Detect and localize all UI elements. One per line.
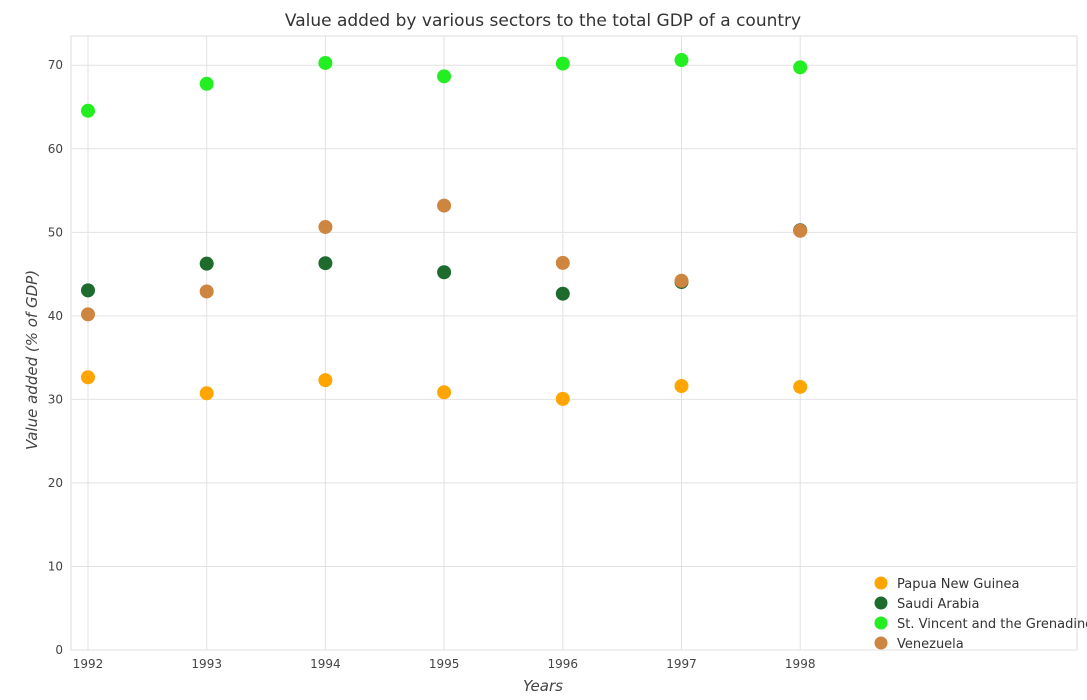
data-point-series-0	[199, 386, 214, 401]
legend-marker	[874, 636, 888, 650]
y-tick-label: 60	[48, 142, 63, 156]
data-point-series-2	[437, 69, 452, 84]
x-axis-label: Years	[523, 677, 563, 695]
y-tick-label: 0	[55, 643, 63, 657]
y-tick-label: 70	[48, 58, 63, 72]
data-point-series-2	[793, 60, 808, 75]
data-point-series-1	[555, 286, 570, 301]
x-tick-label: 1997	[666, 657, 697, 671]
data-point-series-1	[318, 256, 333, 271]
data-point-series-3	[555, 255, 570, 270]
data-point-series-0	[81, 370, 95, 385]
data-point-series-2	[199, 76, 214, 91]
y-ticks: 0 10 20 30 40 50 60 70	[48, 58, 63, 657]
y-axis-label: Value added (% of GDP)	[23, 270, 41, 450]
y-tick-label: 50	[48, 225, 63, 239]
plot-frame	[70, 35, 1078, 651]
data-point-series-2	[674, 53, 689, 68]
legend-label: Venezuela	[897, 637, 964, 652]
data-point-series-1	[81, 283, 95, 298]
data-point-series-3	[674, 273, 689, 288]
x-tick-label: 1992	[73, 657, 104, 671]
legend-marker	[874, 576, 888, 590]
x-tick-label: 1993	[191, 657, 222, 671]
x-tick-label: 1994	[310, 657, 341, 671]
data-point-series-2	[555, 56, 570, 71]
legend-label: Papua New Guinea	[897, 577, 1019, 592]
data-point-series-1	[437, 265, 452, 280]
y-tick-label: 40	[48, 309, 63, 323]
legend-marker	[874, 596, 888, 610]
data-point-series-3	[199, 284, 214, 299]
data-point-series-0	[674, 379, 689, 394]
data-point-series-0	[437, 385, 452, 400]
legend-label: St. Vincent and the Grenadines	[897, 617, 1087, 632]
data-point-series-0	[793, 379, 808, 394]
grid	[70, 35, 1078, 651]
data-point-series-3	[437, 198, 452, 213]
x-tick-label: 1995	[429, 657, 460, 671]
data-point-series-0	[318, 373, 333, 388]
y-tick-label: 10	[48, 559, 63, 573]
x-tick-label: 1998	[785, 657, 816, 671]
data-point-series-3	[81, 307, 95, 322]
data-point-series-3	[318, 219, 333, 234]
x-tick-label: 1996	[548, 657, 579, 671]
x-ticks: 1992 1993 1994 1995 1996 1997 1998	[73, 657, 816, 671]
data-point-series-0	[555, 391, 570, 406]
legend: Papua New Guinea Saudi Arabia St. Vincent …	[874, 576, 1087, 652]
chart-title: Value added by various sectors to the to…	[285, 11, 801, 31]
y-tick-label: 30	[48, 392, 63, 406]
data-point-series-2	[318, 55, 333, 70]
data-point-series-3	[793, 223, 808, 238]
legend-marker	[874, 616, 888, 630]
y-tick-label: 20	[48, 476, 63, 490]
data-point-series-2	[81, 103, 95, 118]
data-points	[81, 53, 808, 406]
legend-label: Saudi Arabia	[897, 597, 980, 612]
data-point-series-1	[199, 256, 214, 271]
